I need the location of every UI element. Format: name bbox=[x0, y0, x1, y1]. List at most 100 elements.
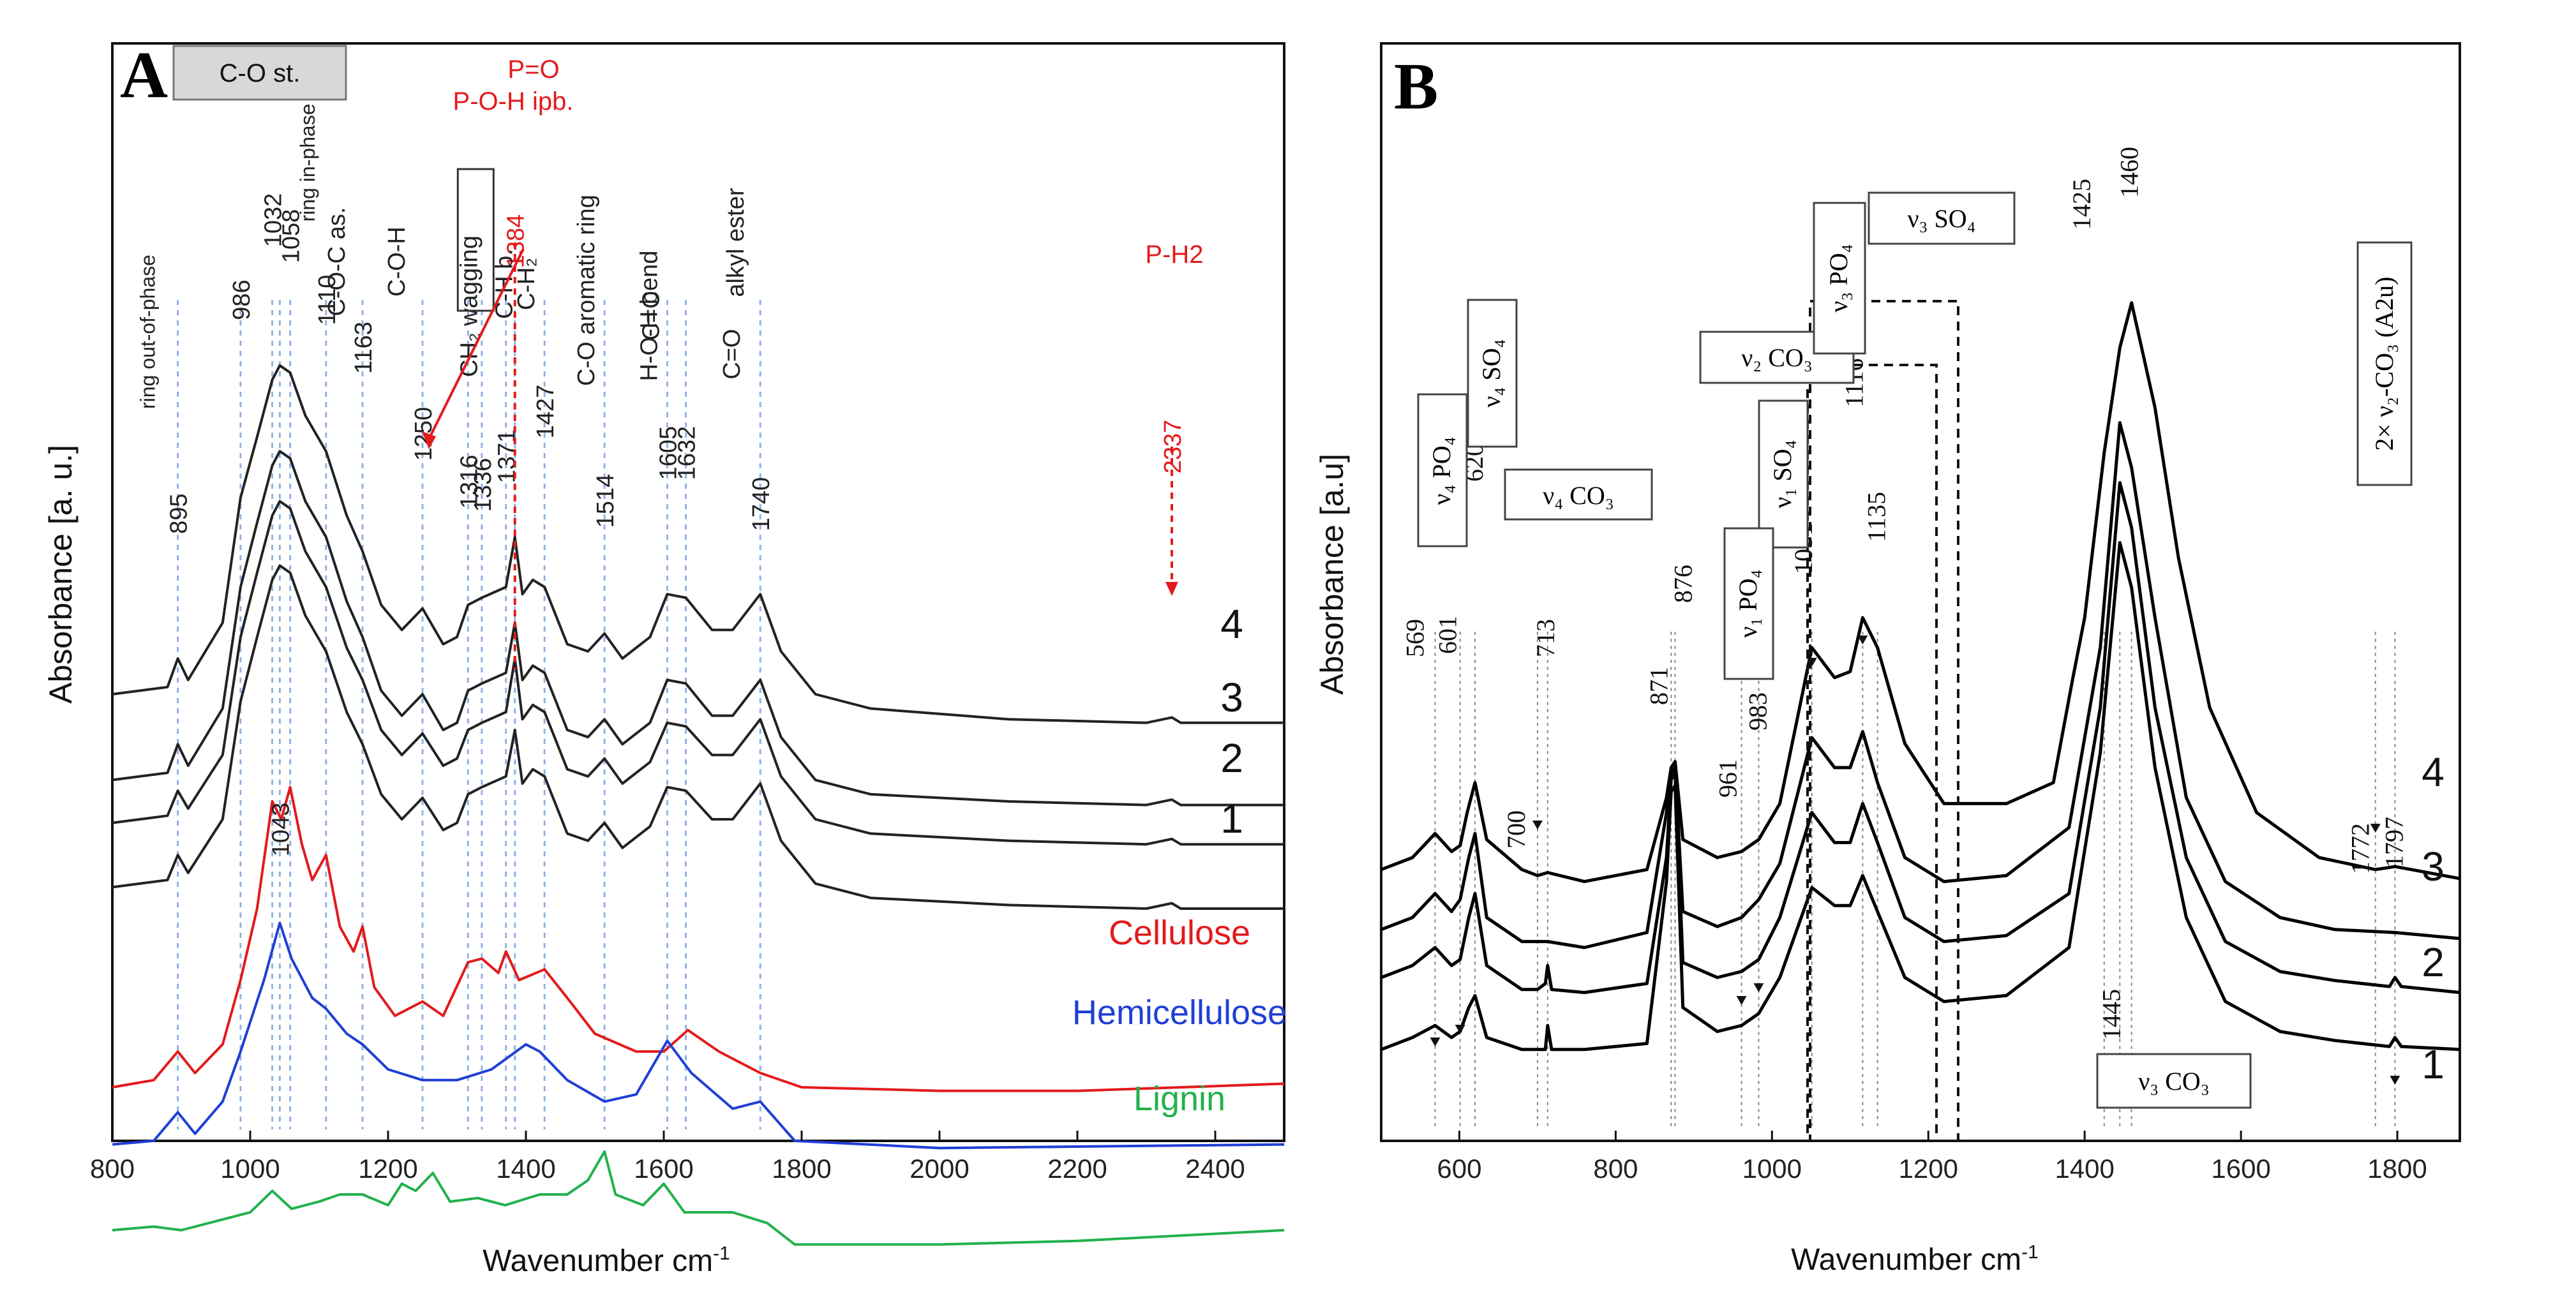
annotation-ring-in-phase-19: ring in-phase bbox=[296, 104, 319, 222]
annotation-c-o-aromatic-ring-25: C-O aromatic ring bbox=[573, 195, 600, 386]
annotation-1740-15: 1740 bbox=[748, 477, 775, 532]
band-box-v3-so4-frame bbox=[1868, 191, 2016, 245]
panel-a-x-ticks: 800 1000 1200 1400 1600 1800 2000 2200 2400 bbox=[90, 1131, 1245, 1184]
peak-label-961: 961 bbox=[1714, 759, 1742, 798]
panel-a-x-axis-label-sup: -1 bbox=[713, 1243, 730, 1264]
annotation-alkyl-ester-29: alkyl ester bbox=[723, 188, 749, 297]
x-tick-label-b-600: 600 bbox=[1437, 1154, 1481, 1184]
x-tick-label-b-1200: 1200 bbox=[1899, 1154, 1958, 1184]
peak-arrow-1116 bbox=[1857, 636, 1868, 644]
x-tick-label-b-1600: 1600 bbox=[2211, 1154, 2270, 1184]
band-box-v1-so4: ν₁ SO₄ bbox=[1758, 399, 1809, 549]
band-box-v1-so4-label: ν₁ SO₄ bbox=[1768, 440, 1797, 508]
series-label-cellulose: Cellulose bbox=[1109, 914, 1250, 952]
panel-a-series-labels: 4 3 2 1 Cellulose Hemicellulose Lignin bbox=[1072, 601, 1287, 1118]
annotation-1032-2: 1032 bbox=[260, 193, 287, 248]
peak-arrow-1772 bbox=[2370, 824, 2381, 833]
curve-hemicellulose bbox=[112, 921, 1285, 1150]
band-box-v4-so4: ν₄ SO₄ bbox=[1467, 299, 1518, 448]
band-box-v1-so4-frame bbox=[1758, 399, 1809, 549]
band-box-v3-co3: ν₃ CO₃ bbox=[2096, 1053, 2252, 1109]
x-tick-label-2400: 2400 bbox=[1185, 1154, 1245, 1184]
panel-b-y-axis-label: Absorbance [a.u] bbox=[1314, 454, 1350, 695]
v3-so4-region-box bbox=[1809, 300, 1959, 1142]
annotation-1110-4: 1110 bbox=[314, 275, 341, 325]
curve-cellulose bbox=[112, 785, 1285, 1092]
peak-arrow-601 bbox=[1455, 1025, 1465, 1034]
series-label-b-1: 1 bbox=[2422, 1041, 2445, 1087]
x-tick-label-b-1800: 1800 bbox=[2367, 1154, 2427, 1184]
x-tick-label-b-800: 800 bbox=[1593, 1154, 1638, 1184]
panel-a: A C-O st. 800 1000 1200 1400 1600 1800 2000 220… bbox=[43, 38, 1287, 1278]
annotation-ch-wagging-22: CH₂ wagging bbox=[456, 235, 483, 377]
annotation-1632-14: 1632 bbox=[674, 426, 701, 480]
x-tick-label-2000: 2000 bbox=[910, 1154, 969, 1184]
annotation-p-o-31: P=O bbox=[507, 56, 559, 84]
annotation-986-1: 986 bbox=[228, 279, 255, 320]
peak-label-871: 871 bbox=[1644, 667, 1673, 705]
annotation-1427-11: 1427 bbox=[532, 385, 559, 439]
poh-arrow-head bbox=[422, 431, 436, 449]
curve-4 bbox=[112, 364, 1284, 724]
band-box-v3-so4-label: ν₃ SO₄ bbox=[1907, 204, 1975, 233]
x-tick-label-1400: 1400 bbox=[496, 1154, 555, 1184]
peak-label-1460: 1460 bbox=[2115, 147, 2144, 198]
annotation-c-c-27: C=C bbox=[638, 291, 665, 340]
annotation-1043-17: 1043 bbox=[267, 803, 294, 857]
series-label-2: 2 bbox=[1220, 735, 1243, 781]
band-box-v3-so4: ν₃ SO₄ bbox=[1868, 191, 2016, 245]
band-box-overtone-co3-label: 2× ν₂-CO₃ (A2u) bbox=[2370, 277, 2399, 451]
peak-label-1425: 1425 bbox=[2067, 179, 2096, 230]
annotation-1163-5: 1163 bbox=[350, 322, 377, 374]
peak-label-713: 713 bbox=[1531, 619, 1560, 657]
curve-b-3 bbox=[1381, 421, 2460, 949]
peak-label-601: 601 bbox=[1434, 616, 1462, 654]
panel-b-series-labels: 4 3 2 1 bbox=[2422, 749, 2445, 1087]
panel-b-x-axis-label-text: Wavenumber cm bbox=[1791, 1243, 2021, 1277]
series-label-1: 1 bbox=[1220, 796, 1243, 842]
peak-label-1445: 1445 bbox=[2097, 989, 2125, 1040]
band-box-v1-po4-frame bbox=[1723, 527, 1774, 680]
annotation-1371-9: 1371 bbox=[494, 429, 521, 484]
panel-a-legend-box-label: C-O st. bbox=[220, 59, 301, 87]
band-box-v3-co3-frame bbox=[2096, 1053, 2252, 1109]
series-label-lignin: Lignin bbox=[1134, 1080, 1225, 1118]
annotation-c-h-24: C-H₂ bbox=[513, 258, 540, 310]
peak-arrow-983 bbox=[1753, 983, 1764, 992]
annotation-c-o-c-as-20: C-O-C as. bbox=[324, 207, 350, 316]
curve-b-1 bbox=[1381, 541, 2460, 1052]
band-box-v1-po4-label: ν₁ PO₄ bbox=[1734, 569, 1762, 637]
annotation-ring-out-of-phase-18: ring out-of-phase bbox=[137, 255, 160, 409]
panel-b-letter: B bbox=[1394, 50, 1438, 123]
peak-label-1772: 1772 bbox=[2346, 823, 2375, 874]
panel-a-x-axis-label-text: Wavenumber cm bbox=[483, 1244, 713, 1278]
peak-label-700: 700 bbox=[1502, 810, 1531, 849]
peak-label-1797: 1797 bbox=[2379, 817, 2408, 868]
band-box-v4-po4-label: ν₄ PO₄ bbox=[1427, 436, 1456, 505]
panel-a-legend-box bbox=[172, 45, 347, 101]
panel-a-letter: A bbox=[120, 38, 168, 112]
curve-2 bbox=[112, 500, 1284, 846]
series-label-b-3: 3 bbox=[2422, 844, 2445, 889]
panel-b-annotations: 5696016207007138718769619831051111611351… bbox=[1401, 147, 2408, 1085]
annotation-h-o-h-bend-26: H-O-H bend bbox=[636, 251, 663, 382]
peak-label-983: 983 bbox=[1744, 692, 1772, 731]
band-box-v3-po4-label: ν₃ PO₄ bbox=[1824, 244, 1853, 312]
series-label-b-2: 2 bbox=[2422, 939, 2445, 985]
annotation-1336-8: 1336 bbox=[470, 458, 497, 512]
panel-a-annotations: 8959861032105811101163125013161336137113… bbox=[137, 56, 1204, 856]
peak-label-876: 876 bbox=[1668, 565, 1697, 603]
curve-b-2 bbox=[1381, 481, 2460, 994]
band-box-v4-co3-frame bbox=[1504, 468, 1653, 521]
panel-b: B 600 800 1000 1200 1400 1600 1800 569 60162070… bbox=[1314, 42, 2461, 1277]
ch2-wagging-box bbox=[456, 168, 495, 312]
curve-3 bbox=[112, 450, 1284, 807]
band-box-v4-po4: ν₄ PO₄ bbox=[1417, 393, 1468, 547]
peak-label-569: 569 bbox=[1401, 619, 1430, 657]
panel-a-frame bbox=[111, 42, 1285, 1142]
band-box-v4-co3: ν₄ CO₃ bbox=[1504, 468, 1653, 521]
panel-b-x-ticks: 600 800 1000 1200 1400 1600 1800 bbox=[1437, 1131, 2427, 1184]
peak-arrow-1797 bbox=[2390, 1076, 2400, 1085]
x-tick-label-b-1400: 1400 bbox=[2055, 1154, 2114, 1184]
